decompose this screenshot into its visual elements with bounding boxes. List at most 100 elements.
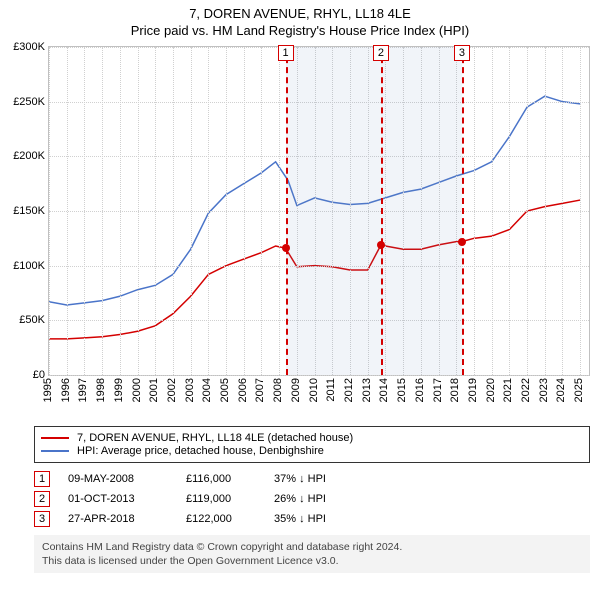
event-table-row: 1 09-MAY-2008 £116,000 37% ↓ HPI [34, 471, 590, 487]
event-marker-box: 2 [373, 45, 389, 61]
gridline-v [155, 47, 156, 375]
x-axis-label: 2007 [254, 378, 266, 402]
event-price: £116,000 [186, 473, 256, 485]
gridline-v [279, 47, 280, 375]
gridline-v [244, 47, 245, 375]
y-axis-label: £200K [13, 150, 45, 162]
gridline-v [509, 47, 510, 375]
attribution-footer: Contains HM Land Registry data © Crown c… [34, 535, 590, 573]
x-axis-label: 2012 [343, 378, 355, 402]
gridline-v [562, 47, 563, 375]
gridline-v [580, 47, 581, 375]
x-axis-label: 2020 [485, 378, 497, 402]
footer-line1: Contains HM Land Registry data © Crown c… [42, 540, 582, 554]
x-axis-label: 2010 [308, 378, 320, 402]
y-axis-label: £300K [13, 41, 45, 53]
event-price: £122,000 [186, 513, 256, 525]
event-num-box: 3 [34, 511, 50, 527]
gridline-v [102, 47, 103, 375]
x-axis-label: 2021 [502, 378, 514, 402]
x-axis-label: 2002 [166, 378, 178, 402]
event-date: 27-APR-2018 [68, 513, 168, 525]
x-axis-label: 2015 [396, 378, 408, 402]
y-axis-label: £250K [13, 96, 45, 108]
x-axis-label: 2000 [131, 378, 143, 402]
x-axis-label: 2022 [520, 378, 532, 402]
x-axis-label: 2011 [325, 378, 337, 402]
price-chart: £0£50K£100K£150K£200K£250K£300K123 [48, 46, 590, 376]
x-axis-label: 2017 [432, 378, 444, 402]
gridline-v [492, 47, 493, 375]
event-table-row: 2 01-OCT-2013 £119,000 26% ↓ HPI [34, 491, 590, 507]
legend-label-hpi: HPI: Average price, detached house, Denb… [77, 445, 324, 457]
x-axis-label: 2014 [378, 378, 390, 402]
event-line [462, 47, 464, 375]
x-axis-label: 2013 [361, 378, 373, 402]
x-axis-label: 2006 [237, 378, 249, 402]
legend-label-price-paid: 7, DOREN AVENUE, RHYL, LL18 4LE (detache… [77, 432, 353, 444]
gridline-v [261, 47, 262, 375]
event-marker-box: 1 [278, 45, 294, 61]
event-date: 01-OCT-2013 [68, 493, 168, 505]
event-table-row: 3 27-APR-2018 £122,000 35% ↓ HPI [34, 511, 590, 527]
gridline-v [138, 47, 139, 375]
gridline-v [49, 47, 50, 375]
event-hpi-diff: 37% ↓ HPI [274, 473, 354, 485]
x-axis-label: 2008 [272, 378, 284, 402]
x-axis-labels: 1995199619971998199920002001200220032004… [48, 376, 590, 420]
event-price-dot [282, 244, 290, 252]
gridline-v [545, 47, 546, 375]
gridline-v [226, 47, 227, 375]
gridline-v [67, 47, 68, 375]
event-price-dot [458, 238, 466, 246]
chart-title-block: 7, DOREN AVENUE, RHYL, LL18 4LE Price pa… [0, 0, 600, 40]
x-axis-label: 2005 [219, 378, 231, 402]
gridline-v [191, 47, 192, 375]
event-num-box: 2 [34, 491, 50, 507]
x-axis-label: 1998 [95, 378, 107, 402]
gridline-v [173, 47, 174, 375]
title-address: 7, DOREN AVENUE, RHYL, LL18 4LE [0, 6, 600, 21]
x-axis-label: 2003 [184, 378, 196, 402]
gridline-v [527, 47, 528, 375]
y-axis-label: £50K [19, 314, 45, 326]
x-axis-label: 2019 [467, 378, 479, 402]
x-axis-label: 1995 [42, 378, 54, 402]
x-axis-label: 1999 [113, 378, 125, 402]
event-hpi-diff: 35% ↓ HPI [274, 513, 354, 525]
event-line [381, 47, 383, 375]
series-legend: 7, DOREN AVENUE, RHYL, LL18 4LE (detache… [34, 426, 590, 463]
event-date: 09-MAY-2008 [68, 473, 168, 485]
x-axis-label: 1996 [60, 378, 72, 402]
legend-row-hpi: HPI: Average price, detached house, Denb… [41, 445, 583, 457]
x-axis-label: 1997 [77, 378, 89, 402]
shaded-period [381, 47, 462, 375]
legend-row-price-paid: 7, DOREN AVENUE, RHYL, LL18 4LE (detache… [41, 432, 583, 444]
event-table: 1 09-MAY-2008 £116,000 37% ↓ HPI 2 01-OCT-201… [34, 471, 590, 527]
legend-swatch-blue [41, 450, 69, 452]
x-axis-label: 2025 [573, 378, 585, 402]
event-line [286, 47, 288, 375]
gridline-v [84, 47, 85, 375]
y-axis-label: £100K [13, 260, 45, 272]
x-axis-label: 2018 [449, 378, 461, 402]
event-hpi-diff: 26% ↓ HPI [274, 493, 354, 505]
x-axis-label: 2004 [201, 378, 213, 402]
event-price: £119,000 [186, 493, 256, 505]
x-axis-label: 2009 [290, 378, 302, 402]
x-axis-label: 2023 [538, 378, 550, 402]
footer-line2: This data is licensed under the Open Gov… [42, 554, 582, 568]
x-axis-label: 2016 [414, 378, 426, 402]
gridline-v [208, 47, 209, 375]
title-subtitle: Price paid vs. HM Land Registry's House … [0, 23, 600, 38]
event-marker-box: 3 [454, 45, 470, 61]
event-num-box: 1 [34, 471, 50, 487]
shaded-period [286, 47, 381, 375]
gridline-v [120, 47, 121, 375]
x-axis-label: 2024 [555, 378, 567, 402]
event-price-dot [377, 241, 385, 249]
gridline-v [474, 47, 475, 375]
legend-swatch-red [41, 437, 69, 439]
x-axis-label: 2001 [148, 378, 160, 402]
y-axis-label: £150K [13, 205, 45, 217]
